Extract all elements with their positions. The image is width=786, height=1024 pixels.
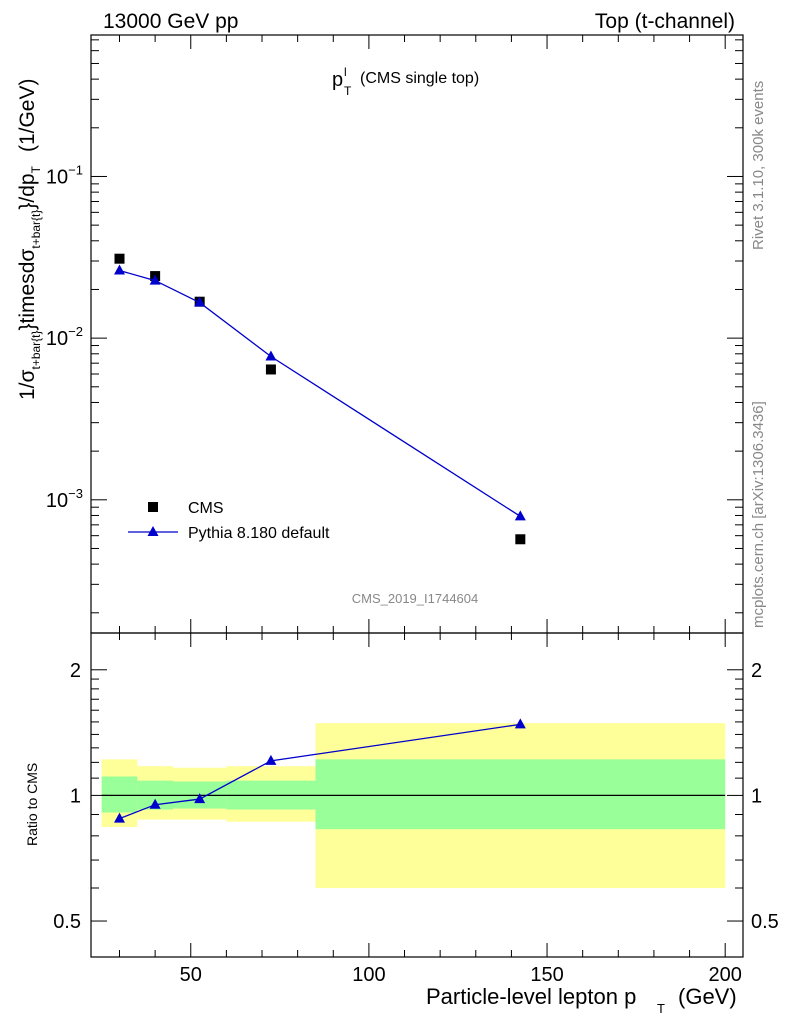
main-pythia-point-1 [149, 274, 161, 285]
main-series-line-1 [119, 269, 521, 517]
ylabel-part-c: }/dp [16, 173, 39, 209]
main-y-tick-label-1: 10−2 [46, 324, 83, 350]
svg-text:1/σt+bar{t}}timesdσt+bar{t}}/d: 1/σt+bar{t}}timesdσt+bar{t}}/dpT(1/GeV) [16, 79, 43, 401]
main-y-tick-label-0: 10−1 [46, 162, 83, 188]
legend-pythia-label: Pythia 8.180 default [188, 525, 330, 542]
ratio-y-tick-label-right-1: 1 [751, 785, 762, 807]
x-tick-label-50: 50 [180, 964, 202, 986]
x-tick-label-200: 200 [708, 964, 741, 986]
main-cms-point-0 [114, 253, 125, 264]
ratio-band-green-0 [101, 776, 138, 813]
ylabel-part-b-sub: t+bar{t} [29, 210, 43, 249]
plot-title-sub: T [344, 84, 352, 98]
plot-title-main: p [332, 69, 343, 91]
ratio-plot: 50 100 150 200 0.5 0.5 1 1 2 2 [53, 632, 779, 986]
ylabel-part-a-sub: t+bar{t} [29, 330, 43, 369]
side-text-top: Rivet 3.1.10, 300k events [750, 81, 767, 250]
ylabel-part-c-sub: T [29, 165, 43, 173]
ratio-pythia-point-2 [194, 793, 206, 804]
main-y-tick-label-2: 10−3 [46, 486, 83, 512]
ylabel-part-b: }timesdσ [16, 249, 39, 331]
plot-title-sup: l [344, 65, 347, 79]
side-text-bottom: mcplots.cern.ch [arXiv:1306.3436] [750, 401, 767, 628]
ratio-pythia-point-1 [149, 798, 161, 809]
xlabel-main: Particle-level lepton p [426, 984, 636, 1009]
x-tick-label-100: 100 [352, 964, 385, 986]
legend-cms-marker [148, 502, 158, 512]
ratio-y-tick-label-left-2: 2 [70, 660, 81, 682]
x-axis-label: Particle-level lepton p T (GeV) [426, 984, 737, 1016]
main-pythia-point-4 [514, 510, 526, 521]
main-pythia-point-0 [114, 264, 126, 275]
ylabel-part-a: 1/σ [16, 369, 39, 400]
xlabel-unit: (GeV) [678, 984, 737, 1009]
xlabel-sub: T [657, 1001, 665, 1016]
plot-title-rest: (CMS single top) [360, 70, 479, 87]
x-tick-label-150: 150 [530, 964, 563, 986]
ylabel-part-d: (1/GeV) [16, 79, 39, 153]
legend: CMS Pythia 8.180 default [128, 500, 330, 542]
ratio-pythia-point-4 [514, 718, 526, 729]
ratio-y-tick-label-left-1: 1 [70, 785, 81, 807]
header-left: 13000 GeV pp [103, 10, 238, 33]
main-cms-point-4 [515, 534, 526, 545]
main-cms-point-3 [265, 364, 276, 375]
ratio-y-tick-label-right-2: 2 [751, 660, 762, 682]
header-right: Top (t-channel) [595, 10, 735, 33]
ratio-y-tick-label-left-0.5: 0.5 [53, 911, 81, 933]
ratio-pythia-point-3 [265, 754, 277, 765]
plot-title: p l T (CMS single top) [332, 65, 479, 98]
legend-cms-label: CMS [188, 500, 224, 517]
main-plot-frame [90, 34, 744, 634]
ratio-pythia-point-0 [114, 812, 126, 823]
ratio-y-axis-label: Ratio to CMS [24, 763, 40, 846]
main-y-axis-label: 1/σt+bar{t}}timesdσt+bar{t}}/dpT(1/GeV) [16, 79, 43, 401]
ratio-y-tick-label-right-0.5: 0.5 [751, 911, 779, 933]
watermark: CMS_2019_I1744604 [352, 591, 479, 606]
main-plot: 10−1 10−2 10−3 [46, 34, 744, 634]
main-pythia-point-3 [265, 350, 277, 361]
ratio-band-green-4 [315, 759, 726, 830]
legend-pythia-marker [147, 526, 159, 536]
main-pythia-point-2 [194, 296, 206, 307]
